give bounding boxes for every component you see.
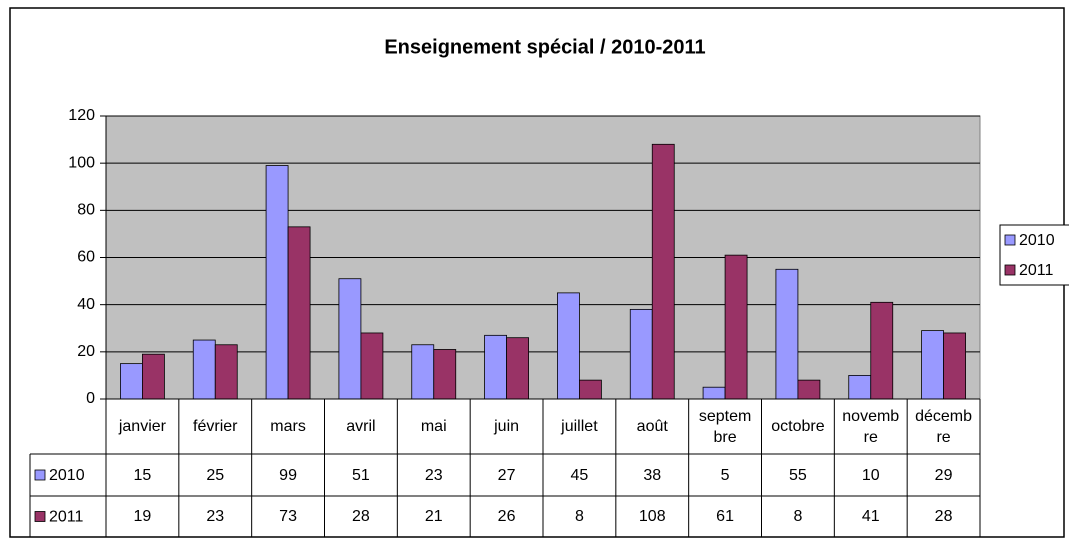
category-label: juillet bbox=[561, 418, 598, 435]
category-label: août bbox=[636, 418, 668, 435]
bar bbox=[142, 353, 165, 400]
bar bbox=[192, 339, 216, 400]
category-label: mars bbox=[270, 418, 306, 435]
table-value: 10 bbox=[861, 466, 880, 484]
table-value: 25 bbox=[206, 466, 225, 484]
bar bbox=[120, 363, 143, 400]
chart-title: Enseignement spécial / 2010-2011 bbox=[384, 36, 705, 58]
bar bbox=[265, 165, 289, 400]
bar bbox=[921, 330, 944, 400]
table-value: 23 bbox=[206, 508, 225, 525]
bar bbox=[651, 143, 675, 400]
category-label: mai bbox=[420, 418, 447, 435]
legend-key bbox=[1004, 234, 1016, 246]
table-value: 15 bbox=[133, 466, 152, 484]
category-label: février bbox=[193, 418, 238, 435]
bar bbox=[629, 308, 653, 400]
bar bbox=[411, 344, 435, 400]
table-value: 29 bbox=[934, 466, 953, 484]
table-legend-key bbox=[34, 511, 46, 522]
bar bbox=[702, 386, 726, 400]
y-tick-label: 80 bbox=[77, 202, 95, 219]
table-value: 41 bbox=[861, 508, 880, 525]
bar bbox=[724, 254, 748, 400]
bar bbox=[484, 334, 507, 400]
table-value: 23 bbox=[424, 466, 443, 484]
legend-label: 2011 bbox=[1019, 262, 1054, 279]
table-value: 5 bbox=[720, 466, 730, 484]
table-value: 73 bbox=[279, 508, 297, 525]
bar bbox=[797, 379, 821, 400]
category-label: décembre bbox=[915, 407, 973, 446]
table-legend-key bbox=[34, 469, 46, 481]
bar bbox=[943, 332, 966, 400]
table-value: 38 bbox=[643, 466, 662, 484]
category-label: avril bbox=[346, 418, 376, 435]
table-value: 8 bbox=[793, 508, 803, 525]
table-value: 55 bbox=[789, 466, 807, 484]
table-value: 108 bbox=[638, 508, 666, 525]
bar bbox=[557, 292, 580, 400]
bar bbox=[360, 332, 384, 400]
category-label: juin bbox=[494, 418, 520, 435]
table-value: 45 bbox=[570, 466, 589, 484]
y-tick-label: 60 bbox=[77, 249, 95, 266]
bar bbox=[433, 349, 457, 400]
table-value: 51 bbox=[352, 466, 370, 484]
table-series-label: 2011 bbox=[49, 509, 84, 526]
legend-label: 2010 bbox=[1019, 232, 1055, 249]
table-value: 8 bbox=[574, 508, 584, 525]
table-value: 21 bbox=[424, 508, 443, 525]
bar bbox=[775, 268, 799, 400]
table-value: 27 bbox=[497, 466, 516, 484]
table-value: 28 bbox=[352, 508, 370, 525]
y-tick-label: 0 bbox=[86, 390, 95, 407]
table-value: 99 bbox=[279, 466, 297, 484]
table-value: 26 bbox=[497, 508, 516, 525]
y-tick-label: 120 bbox=[68, 107, 95, 124]
table-series-label: 2010 bbox=[49, 467, 85, 484]
table-value: 19 bbox=[133, 508, 152, 525]
bar bbox=[338, 278, 362, 400]
bar bbox=[214, 344, 238, 400]
category-label: janvier bbox=[118, 418, 166, 435]
table-value: 28 bbox=[934, 508, 953, 525]
category-label: septembre bbox=[698, 407, 752, 446]
y-tick-label: 100 bbox=[68, 154, 95, 171]
category-label: novembre bbox=[842, 407, 900, 446]
legend-key bbox=[1004, 264, 1016, 276]
bar bbox=[579, 379, 602, 400]
y-tick-label: 40 bbox=[77, 296, 95, 313]
bar bbox=[848, 375, 872, 400]
category-label: octobre bbox=[771, 418, 825, 435]
bar bbox=[287, 226, 311, 400]
bar bbox=[870, 301, 894, 400]
bar bbox=[506, 337, 529, 400]
y-tick-label: 20 bbox=[77, 343, 95, 360]
table-value: 61 bbox=[716, 508, 734, 525]
